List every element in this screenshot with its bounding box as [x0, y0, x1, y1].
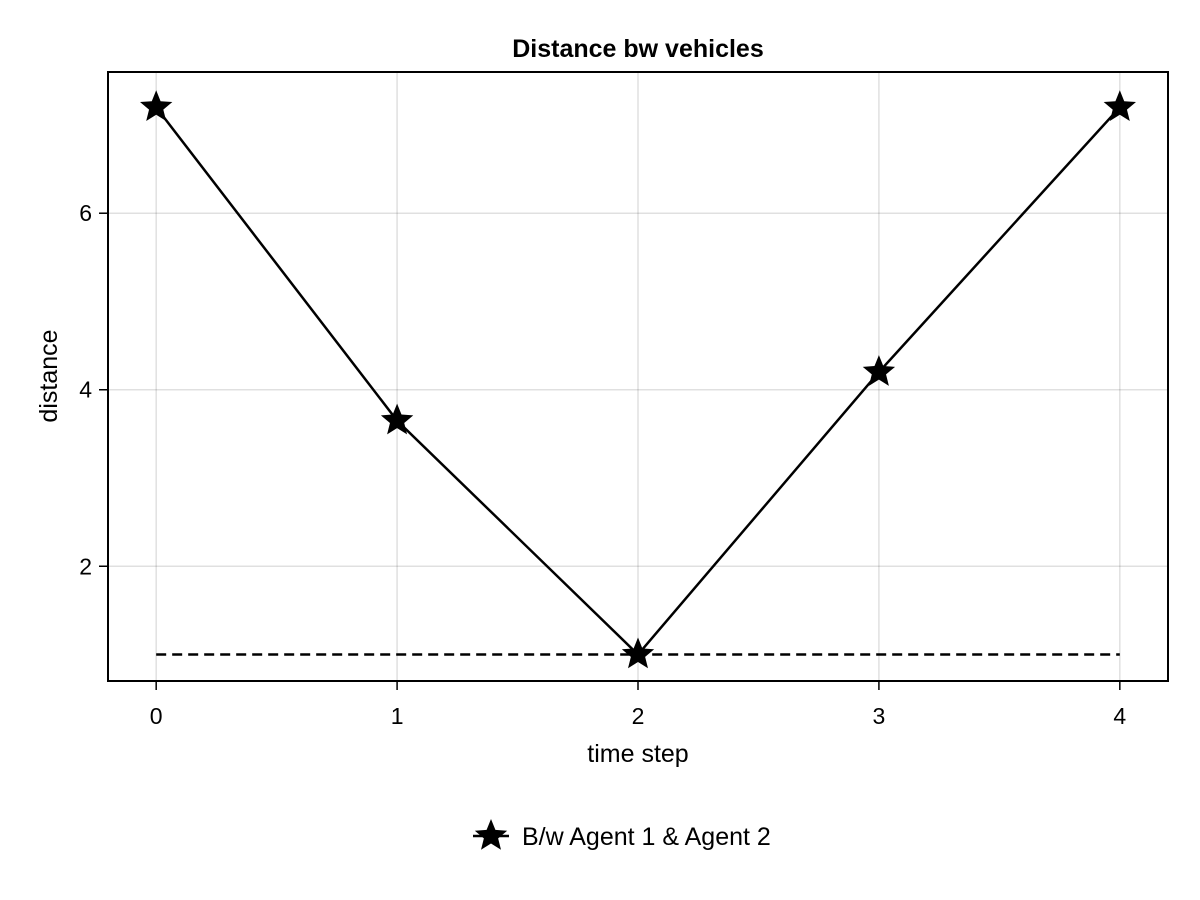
- data-point-star: [862, 355, 896, 386]
- x-tick-label: 4: [1113, 703, 1126, 729]
- x-tick-label: 0: [150, 703, 163, 729]
- y-tick-label: 2: [79, 553, 92, 579]
- legend: B/w Agent 1 & Agent 2: [473, 819, 771, 851]
- x-tick-label: 1: [391, 703, 404, 729]
- x-tick-label: 3: [873, 703, 886, 729]
- x-axis-label: time step: [587, 740, 688, 768]
- x-tick-label: 2: [632, 703, 645, 729]
- x-axis-ticks: 0 1 2 3 4: [150, 681, 1126, 729]
- y-tick-label: 6: [79, 200, 92, 226]
- data-point-star: [140, 90, 173, 122]
- y-tick-label: 4: [79, 377, 92, 403]
- legend-label: B/w Agent 1 & Agent 2: [522, 823, 771, 851]
- series-group: [140, 90, 1136, 669]
- y-axis-label: distance: [35, 329, 63, 422]
- legend-star-marker: [474, 819, 508, 850]
- data-point-star: [621, 637, 655, 669]
- data-point-star: [1103, 90, 1136, 122]
- data-point-star: [380, 403, 414, 435]
- y-axis-ticks: 2 4 6: [79, 200, 108, 579]
- chart-title: Distance bw vehicles: [512, 35, 764, 63]
- grid: [108, 72, 1168, 681]
